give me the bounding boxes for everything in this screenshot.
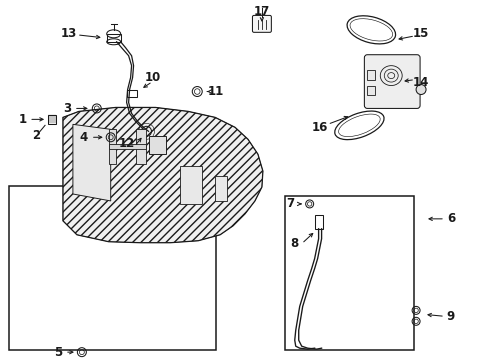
Text: 15: 15 (413, 27, 429, 40)
Text: 16: 16 (312, 121, 328, 134)
Bar (215, 176, 227, 201)
Text: 17: 17 (254, 5, 270, 18)
Polygon shape (109, 129, 116, 164)
Bar (315, 215, 322, 229)
Polygon shape (63, 107, 263, 243)
Bar (126, 90, 137, 98)
Text: 4: 4 (80, 131, 88, 144)
Bar (180, 166, 202, 204)
Text: 13: 13 (61, 27, 77, 40)
Text: 5: 5 (54, 346, 62, 359)
Bar (9, 186, 216, 350)
Text: 6: 6 (447, 212, 455, 225)
Text: 10: 10 (145, 71, 161, 84)
FancyBboxPatch shape (365, 55, 420, 108)
Text: 2: 2 (32, 129, 40, 142)
Text: 7: 7 (287, 197, 295, 211)
Text: 9: 9 (447, 310, 455, 323)
FancyBboxPatch shape (252, 15, 271, 32)
Bar (285, 196, 414, 350)
Bar (48, 115, 56, 124)
Text: 8: 8 (291, 237, 299, 250)
Bar (107, 34, 121, 42)
Text: 3: 3 (63, 102, 71, 115)
Text: 11: 11 (208, 85, 224, 98)
Text: 12: 12 (119, 137, 135, 150)
Bar (148, 136, 167, 154)
Polygon shape (73, 124, 111, 201)
Polygon shape (109, 144, 146, 149)
Text: 14: 14 (413, 76, 429, 89)
Bar (368, 86, 375, 95)
Text: 1: 1 (19, 113, 27, 126)
Circle shape (416, 85, 426, 95)
Bar (368, 69, 375, 80)
Polygon shape (136, 129, 146, 164)
